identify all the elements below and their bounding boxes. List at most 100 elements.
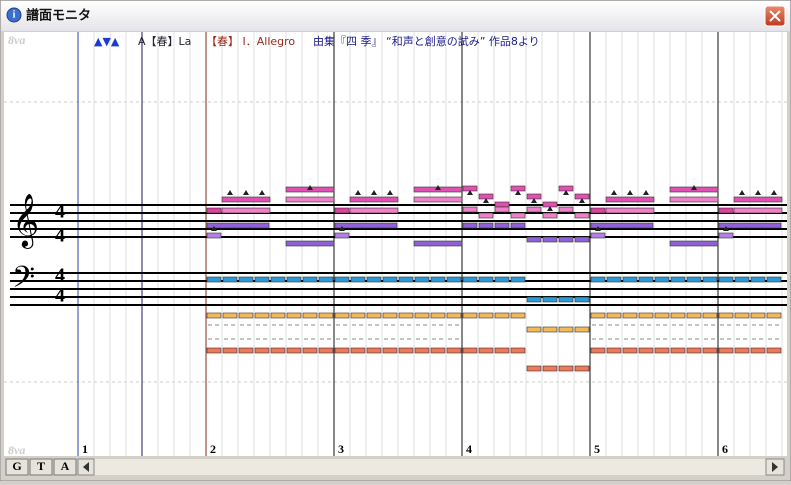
note (750, 312, 766, 319)
header-text: A【春】La (138, 35, 191, 48)
note (462, 222, 478, 229)
bass-note (350, 276, 366, 283)
accidental (771, 190, 777, 195)
bass-note (302, 276, 318, 283)
bass-note (238, 276, 254, 283)
time-signature-bottom: 4 (55, 225, 65, 247)
bass-note (558, 296, 574, 303)
note (398, 312, 414, 319)
note (733, 207, 783, 214)
note (349, 207, 399, 214)
header-text: 由集『四 季』 “和声と創意の試み” 作品8より (313, 34, 540, 48)
info-icon (6, 7, 22, 23)
note (285, 240, 335, 247)
note (366, 312, 382, 319)
note (238, 347, 254, 354)
note (654, 312, 670, 319)
bass-note (750, 276, 766, 283)
note (605, 207, 655, 214)
note (413, 196, 463, 203)
note (302, 347, 318, 354)
time-signature-bottom: 4 (55, 285, 65, 307)
note (670, 312, 686, 319)
info-icon-glyph: i (13, 9, 16, 20)
note (221, 207, 271, 214)
window-title: 譜面モニタ (26, 8, 91, 24)
accidental (307, 185, 313, 190)
bass-note (222, 276, 238, 283)
note (526, 365, 542, 372)
bass-note (606, 276, 622, 283)
note (654, 347, 670, 354)
note (494, 222, 510, 229)
bass-note (398, 276, 414, 283)
accidental (243, 190, 249, 195)
bass-note (734, 276, 750, 283)
note (478, 222, 494, 229)
note (494, 206, 510, 213)
note (222, 312, 238, 319)
note (734, 347, 750, 354)
toolbar-button[interactable] (29, 458, 53, 476)
accidental (339, 226, 345, 231)
bass-note (414, 276, 430, 283)
bass-note (622, 276, 638, 283)
bass-note (286, 276, 302, 283)
accidental (547, 206, 553, 211)
note (302, 312, 318, 319)
note (718, 207, 734, 214)
bass-note (334, 276, 350, 283)
note (318, 312, 334, 319)
scroll-right-icon (772, 462, 778, 472)
note (510, 312, 526, 319)
accidental (643, 190, 649, 195)
note (382, 312, 398, 319)
note (318, 347, 334, 354)
note (334, 232, 350, 239)
accidental (627, 190, 633, 195)
note (606, 312, 622, 319)
bass-note (430, 276, 446, 283)
note (494, 312, 510, 319)
note (206, 347, 222, 354)
note (542, 365, 558, 372)
note (413, 240, 463, 247)
header-text: 【春】 I．Allegro (206, 35, 295, 48)
accidental (611, 190, 617, 195)
measure-number: 5 (594, 442, 600, 456)
note (638, 347, 654, 354)
bass-note (494, 276, 510, 283)
note (206, 232, 222, 239)
toolbar-button[interactable] (53, 458, 77, 476)
accidental (371, 190, 377, 195)
note (285, 196, 335, 203)
bass-clef: 𝄢 (12, 261, 35, 302)
note (590, 207, 606, 214)
note (334, 347, 350, 354)
note (590, 312, 606, 319)
accidental (723, 226, 729, 231)
header-marker: ▲▼▲ (94, 35, 120, 48)
note (206, 207, 222, 214)
accidental (387, 190, 393, 195)
accidental (739, 190, 745, 195)
scroll-track[interactable] (94, 459, 766, 475)
toolbar-button[interactable] (5, 458, 29, 476)
note (286, 347, 302, 354)
note (334, 222, 398, 229)
bass-note (542, 296, 558, 303)
note (286, 312, 302, 319)
bass-note (526, 296, 542, 303)
note (430, 347, 446, 354)
bass-note (478, 276, 494, 283)
note (414, 347, 430, 354)
note (574, 236, 590, 243)
note (221, 196, 271, 203)
bass-note (590, 276, 606, 283)
measure-number: 3 (338, 442, 344, 456)
note (590, 222, 654, 229)
accidental (435, 185, 441, 190)
note (542, 236, 558, 243)
note (510, 347, 526, 354)
note (574, 212, 590, 219)
